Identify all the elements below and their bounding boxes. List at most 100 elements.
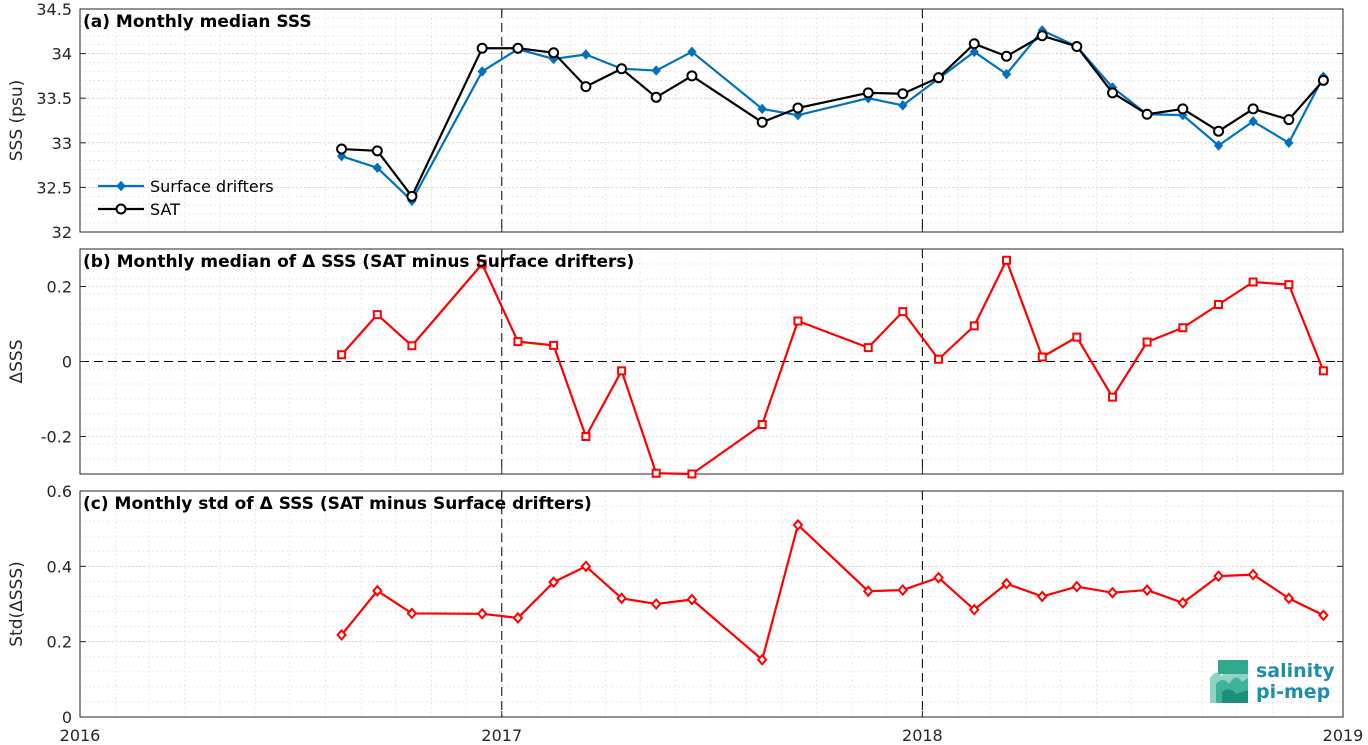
- data-point: [969, 321, 979, 331]
- data-point: [1317, 74, 1329, 86]
- data-point: [687, 469, 697, 479]
- data-point: [969, 46, 979, 58]
- legend: Surface drifters SAT: [98, 177, 274, 219]
- ytick-label: 34.5: [36, 0, 72, 19]
- data-point: [934, 354, 944, 364]
- data-point: [477, 66, 487, 77]
- data-point: [862, 87, 874, 99]
- data-point: [1247, 103, 1259, 115]
- xtick-label: 2018: [902, 726, 943, 745]
- data-point: [933, 571, 944, 584]
- data-point: [581, 432, 591, 441]
- data-point: [898, 307, 908, 317]
- data-point: [1001, 577, 1012, 590]
- data-point: [337, 350, 347, 360]
- data-point: [651, 468, 661, 478]
- data-point: [756, 653, 768, 666]
- ytick-label: 0: [62, 708, 72, 727]
- data-point: [650, 597, 662, 611]
- data-point: [1284, 137, 1294, 149]
- axes-box: [79, 8, 1344, 233]
- ytick-label: 34: [52, 45, 72, 64]
- data-point: [617, 366, 627, 376]
- data-point: [897, 584, 909, 597]
- logo-mark-icon: [1210, 660, 1248, 703]
- y-axis-label: SSS (psu): [7, 80, 27, 161]
- data-point: [1001, 68, 1012, 80]
- data-point: [406, 190, 418, 202]
- ytick-label: 0.2: [47, 633, 72, 652]
- data-point: [898, 100, 908, 111]
- series-line-sat: [341, 34, 1325, 198]
- salinity-pi-mep-logo: salinity pi-mep: [1210, 660, 1335, 703]
- xtick-label: 2019: [1323, 726, 1364, 745]
- ytick-label: 32.5: [36, 178, 72, 197]
- data-point: [793, 316, 803, 326]
- data-point: [1001, 50, 1013, 62]
- data-point: [968, 603, 980, 616]
- data-point: [897, 88, 909, 100]
- axes-box: [79, 490, 1344, 718]
- ytick-label: 33.5: [36, 89, 72, 108]
- data-point: [1142, 337, 1152, 347]
- data-point: [1141, 108, 1153, 120]
- data-point: [548, 576, 559, 589]
- data-point: [1213, 140, 1224, 151]
- data-point: [1247, 568, 1259, 581]
- ytick-label: 0: [62, 353, 72, 372]
- panel-b-delta-sss: -0.2 0 0.2 (b) Monthly median of Δ SSS (SAT…: [7, 248, 1344, 479]
- data-point: [513, 337, 523, 347]
- data-point: [1283, 592, 1295, 605]
- data-point: [477, 259, 487, 269]
- data-point: [756, 116, 768, 128]
- data-point: [1141, 584, 1153, 597]
- series-line-surface-drifters: [341, 29, 1325, 202]
- data-point: [687, 46, 697, 58]
- data-point: [1178, 323, 1188, 333]
- xtick-label: 2017: [481, 726, 522, 745]
- data-point: [686, 70, 698, 82]
- data-point: [616, 592, 627, 605]
- data-point: [1213, 125, 1225, 137]
- data-point: [1248, 277, 1258, 287]
- data-point: [1036, 590, 1048, 603]
- panel-title: (a) Monthly median SSS: [83, 12, 312, 32]
- data-point: [686, 593, 698, 606]
- ytick-label: 33: [52, 134, 72, 153]
- data-point: [336, 628, 347, 641]
- data-point: [650, 91, 662, 103]
- ytick-label: 0.6: [47, 482, 72, 501]
- data-point: [1283, 114, 1295, 126]
- data-point: [1177, 103, 1189, 115]
- data-point: [933, 72, 945, 84]
- data-point: [1318, 366, 1328, 376]
- data-point: [651, 65, 661, 76]
- data-point: [549, 340, 559, 350]
- data-point: [1071, 580, 1083, 593]
- data-point: [792, 102, 804, 114]
- panel-a-sss: 32 32.5 33 33.5 34 34.5 (a) Monthly median SSS…: [7, 0, 1344, 242]
- data-point: [372, 310, 382, 320]
- data-point: [407, 341, 417, 351]
- panel-c-std-delta-sss: 0 0.2 0.4 0.6 (c) Monthly std of Δ SSS (SAT …: [7, 482, 1344, 727]
- data-point: [372, 162, 382, 174]
- data-point: [1213, 570, 1224, 583]
- logo-text-line2: pi-mep: [1256, 681, 1330, 703]
- y-axis-label: Std(ΔSSS): [7, 561, 27, 647]
- data-point: [1214, 300, 1224, 309]
- x-axis-years: 2016 2017 2018 2019: [60, 726, 1364, 745]
- series-line-delta: [340, 259, 1325, 476]
- data-point: [1107, 586, 1118, 599]
- y-axis-label: ΔSSS: [7, 339, 27, 383]
- data-point: [757, 103, 767, 115]
- data-point: [968, 38, 980, 50]
- data-point: [1248, 116, 1258, 127]
- data-point: [792, 518, 804, 531]
- ytick-label: 0.2: [47, 278, 72, 297]
- data-point: [548, 47, 560, 59]
- ytick-label: 32: [52, 223, 72, 242]
- data-point: [1036, 30, 1048, 42]
- data-point: [476, 607, 488, 620]
- data-point: [1107, 87, 1119, 99]
